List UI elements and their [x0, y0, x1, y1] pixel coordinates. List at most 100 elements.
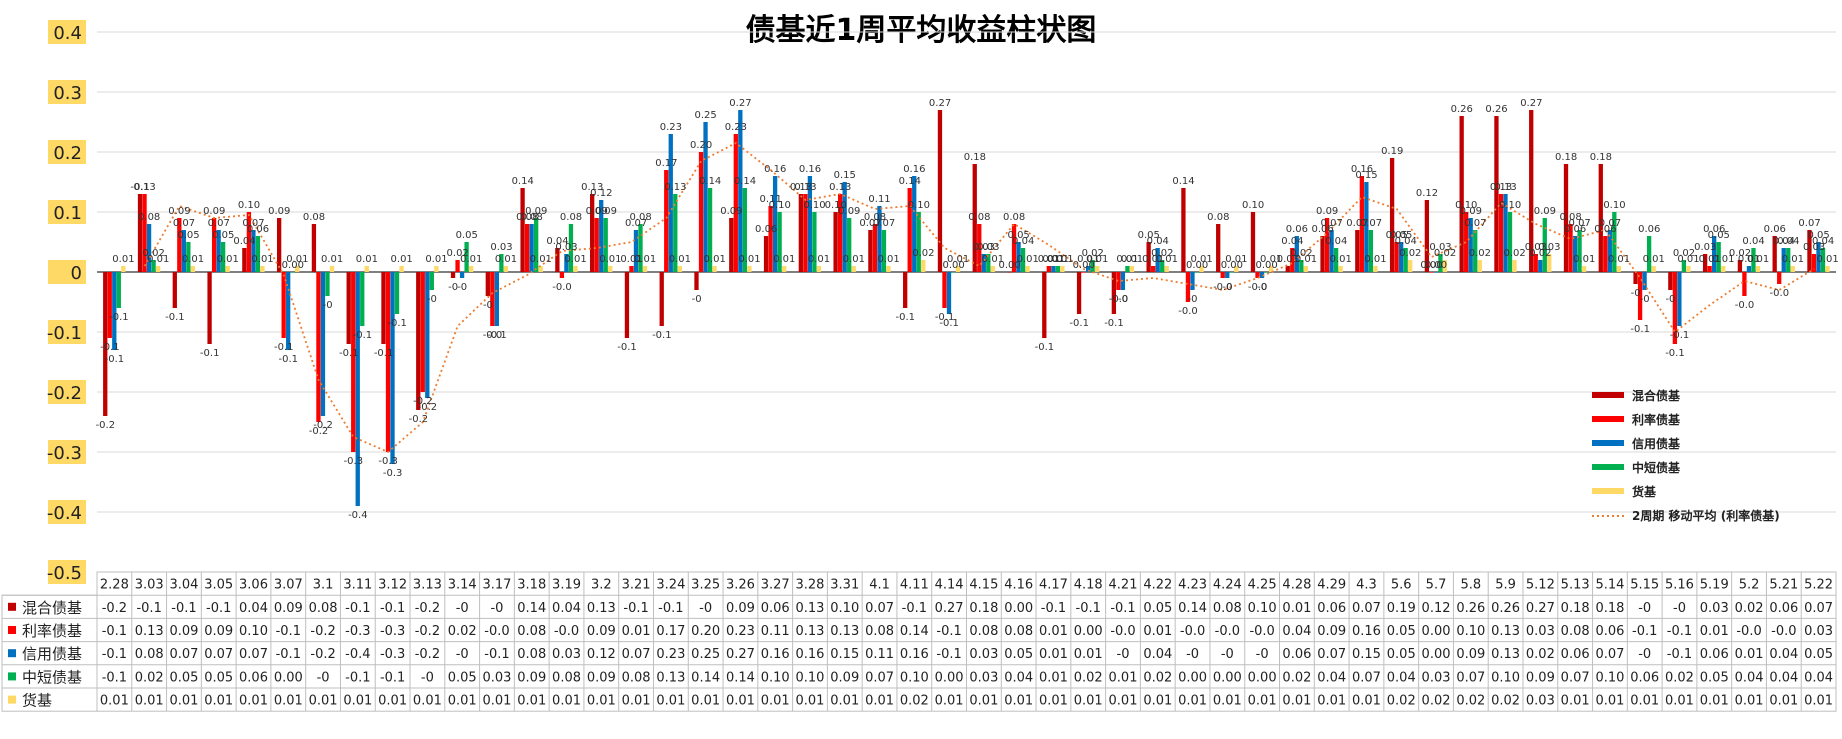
table-cell: 0.01 — [1769, 694, 1798, 709]
bar — [1721, 266, 1726, 272]
data-label: -0.3 — [378, 456, 398, 467]
bar — [916, 212, 921, 272]
data-label: 0.10 — [769, 200, 791, 211]
x-tick-label: 4.1 — [869, 578, 890, 593]
bar — [459, 272, 465, 278]
bar — [1264, 272, 1269, 273]
table-cell: 0.01 — [1004, 694, 1033, 709]
data-label: 0.06 — [1564, 224, 1586, 235]
table-cell: 0.01 — [413, 694, 442, 709]
bar — [255, 236, 261, 272]
data-label: 0.06 — [755, 224, 777, 235]
bar — [251, 230, 256, 272]
table-cell: 0.02 — [1387, 694, 1416, 709]
bar — [216, 230, 221, 272]
chart-title: 债基近1周平均收益柱状图 — [746, 13, 1097, 48]
bar — [881, 230, 887, 272]
legend-label: 货基 — [1632, 484, 1657, 499]
table-cell: 0.01 — [1109, 694, 1138, 709]
data-label: 0.10 — [238, 200, 260, 211]
bar — [633, 230, 639, 272]
bar — [1225, 272, 1230, 278]
x-tick-label: 3.27 — [761, 578, 790, 593]
table-cell: 0.04 — [1769, 647, 1798, 662]
data-label: 0.07 — [208, 218, 230, 229]
bar — [1081, 272, 1086, 273]
bar — [937, 110, 943, 272]
x-tick-label: 3.07 — [274, 578, 303, 593]
data-label: 0.16 — [903, 164, 925, 175]
bar — [712, 266, 717, 272]
x-tick-label: 4.24 — [1213, 578, 1242, 593]
bar — [1042, 272, 1047, 338]
x-tick-label: 3.04 — [169, 578, 198, 593]
bar — [594, 218, 599, 272]
bar — [942, 272, 947, 308]
data-label: 0.11 — [868, 194, 890, 205]
data-label: 0.14 — [734, 176, 756, 187]
data-label: 0.02 — [1673, 248, 1695, 259]
table-cell: -0.1 — [1667, 647, 1692, 662]
x-tick-label: 3.19 — [552, 578, 581, 593]
bar — [225, 266, 230, 272]
data-label: 0.02 — [143, 248, 165, 259]
x-tick-label: 3.13 — [413, 578, 442, 593]
bar — [638, 224, 643, 272]
bar — [190, 266, 196, 272]
bar — [564, 254, 569, 272]
table-cell: 0.07 — [1804, 601, 1833, 616]
bar — [137, 194, 143, 272]
data-label: -0.4 — [348, 510, 368, 521]
bar — [986, 254, 991, 272]
table-cell: 0.05 — [1387, 624, 1416, 639]
table-cell: 0.01 — [796, 694, 825, 709]
bar — [1681, 260, 1687, 272]
data-table: 2.28 3.03 3.04 3.05 3.06 3.07 3.1 3.11 3.12 3.13 3… — [1, 571, 1837, 712]
bar — [842, 182, 847, 272]
data-label: -0.0 — [552, 282, 572, 293]
y-tick-label: 0.3 — [53, 83, 82, 104]
table-cell: 0.05 — [1004, 647, 1033, 662]
data-label: 0.00 — [1221, 260, 1243, 271]
bar — [847, 218, 852, 272]
data-label: 0.01 — [1699, 254, 1721, 265]
data-label: 0.01 — [1817, 254, 1839, 265]
bar — [590, 194, 595, 272]
table-cell: 0.05 — [1700, 670, 1729, 685]
data-label: -0 — [1188, 294, 1198, 305]
table-cell: -0.3 — [380, 624, 405, 639]
table-cell: 0.07 — [865, 601, 894, 616]
data-label: -0.1 — [1069, 318, 1089, 329]
bar — [946, 272, 952, 314]
bar — [703, 122, 708, 272]
table-cell: 0.01 — [1143, 694, 1172, 709]
table-cell: 0.16 — [761, 647, 790, 662]
data-label: 0.01 — [1277, 254, 1299, 265]
table-cell: 0.01 — [169, 694, 198, 709]
bar — [1668, 272, 1673, 290]
bar — [290, 272, 295, 273]
bar — [1807, 230, 1812, 272]
data-label: 0.09 — [595, 206, 617, 217]
bar — [242, 248, 247, 272]
data-label: 0.01 — [1747, 254, 1769, 265]
data-label: 0.07 — [173, 218, 195, 229]
bar — [1007, 272, 1012, 273]
y-tick-label: 0.2 — [53, 143, 82, 164]
table-cell: 0.09 — [726, 601, 755, 616]
bar — [1438, 254, 1443, 272]
data-label: -0.0 — [1735, 300, 1755, 311]
table-cell: -0.1 — [276, 624, 301, 639]
table-cell: -0.1 — [102, 670, 127, 685]
data-label: 0.05 — [1708, 230, 1730, 241]
table-cell: -0.1 — [380, 601, 405, 616]
table-cell: 0.10 — [1491, 670, 1520, 685]
table-cell: 0.01 — [100, 694, 129, 709]
bar — [1229, 272, 1234, 273]
data-label: 0.02 — [1434, 248, 1456, 259]
table-cell: 0.02 — [1422, 694, 1451, 709]
table-cell: 0.23 — [656, 647, 685, 662]
bar — [1151, 266, 1156, 272]
data-label: 0.01 — [1573, 254, 1595, 265]
y-tick-highlight — [48, 140, 86, 164]
